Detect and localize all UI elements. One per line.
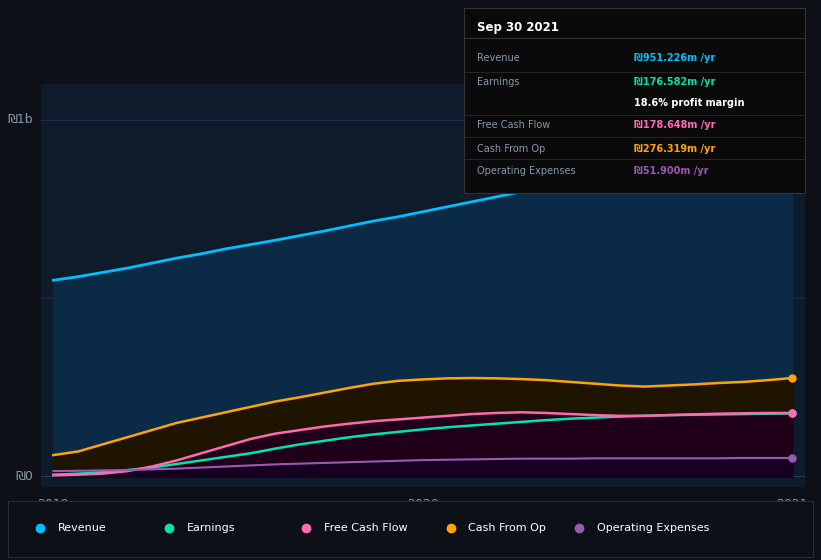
Text: ₪1b: ₪1b (7, 113, 34, 126)
Text: Operating Expenses: Operating Expenses (597, 523, 709, 533)
Text: Free Cash Flow: Free Cash Flow (323, 523, 407, 533)
Text: ₪178.648m /yr: ₪178.648m /yr (635, 120, 716, 130)
Text: Revenue: Revenue (58, 523, 107, 533)
Text: Operating Expenses: Operating Expenses (478, 166, 576, 176)
Text: Earnings: Earnings (478, 77, 520, 87)
Text: Free Cash Flow: Free Cash Flow (478, 120, 551, 130)
Text: ₪176.582m /yr: ₪176.582m /yr (635, 77, 716, 87)
Text: Cash From Op: Cash From Op (478, 144, 546, 154)
Text: ₪276.319m /yr: ₪276.319m /yr (635, 144, 715, 154)
Text: ₪51.900m /yr: ₪51.900m /yr (635, 166, 709, 176)
Text: ₪0: ₪0 (16, 470, 34, 483)
Text: Cash From Op: Cash From Op (469, 523, 546, 533)
Text: Earnings: Earnings (187, 523, 236, 533)
Text: 18.6% profit margin: 18.6% profit margin (635, 97, 745, 108)
Text: ₪951.226m /yr: ₪951.226m /yr (635, 53, 715, 63)
Text: Sep 30 2021: Sep 30 2021 (478, 21, 559, 34)
Text: Revenue: Revenue (478, 53, 521, 63)
